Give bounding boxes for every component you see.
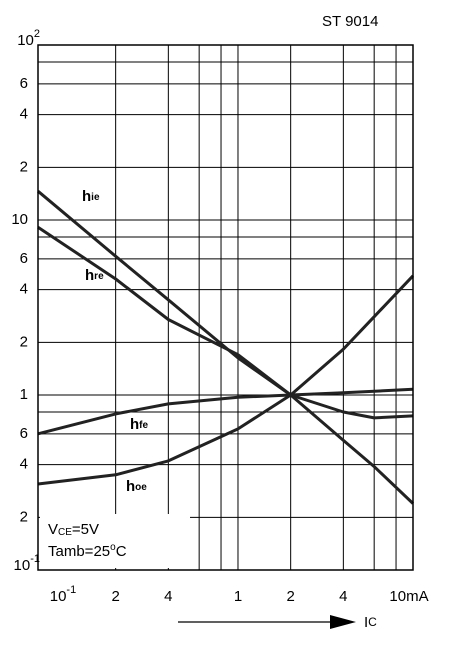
y-tick-label: 6 xyxy=(20,425,28,442)
curve xyxy=(37,225,414,420)
x-tick-label: 10-1 xyxy=(50,584,76,605)
series-label: hoe xyxy=(126,478,147,495)
x-tick-label: 4 xyxy=(339,588,347,605)
plot-frame xyxy=(37,44,414,571)
annotation: Tamb=25oC xyxy=(48,542,127,560)
curve xyxy=(37,387,414,436)
series-label: hfe xyxy=(130,416,149,433)
y-tick-label: 2 xyxy=(20,508,28,525)
chart-title: ST 9014 xyxy=(322,13,378,30)
y-tick-label: 2 xyxy=(20,158,28,175)
y-tick-label: 2 xyxy=(20,333,28,350)
y-tick-label: 102 xyxy=(17,28,40,49)
x-tick-label: 2 xyxy=(286,588,294,605)
x-axis-label: IC xyxy=(364,614,377,631)
y-tick-label: 10-1 xyxy=(14,553,40,574)
series-label: hie xyxy=(82,188,100,205)
y-tick-label: 6 xyxy=(20,75,28,92)
series-label: hre xyxy=(85,267,104,284)
legend-box xyxy=(40,514,190,568)
x-tick-label: 10mA xyxy=(389,588,428,605)
curve xyxy=(37,274,415,486)
y-tick-label: 4 xyxy=(20,456,28,473)
y-tick-label: 6 xyxy=(20,250,28,267)
y-tick-label: 4 xyxy=(20,106,28,123)
x-tick-label: 1 xyxy=(234,588,242,605)
x-tick-label: 2 xyxy=(111,588,119,605)
annotation: VCE=5V xyxy=(48,521,99,538)
plot xyxy=(37,44,415,571)
y-tick-label: 4 xyxy=(20,281,28,298)
y-tick-label: 10 xyxy=(11,211,28,228)
arrow-head xyxy=(330,615,356,629)
x-tick-label: 4 xyxy=(164,588,172,605)
y-tick-label: 1 xyxy=(20,386,28,403)
